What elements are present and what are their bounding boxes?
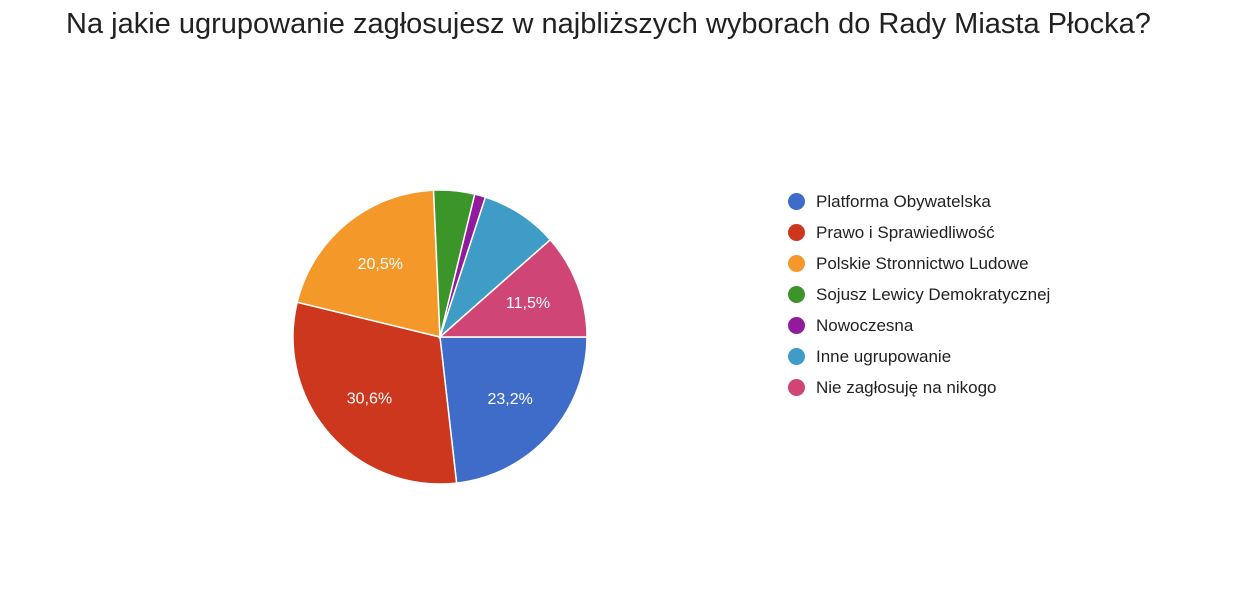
pie-value-labels: 23,2% 30,6% 20,5% 11,5% [347, 256, 550, 408]
legend-item: Sojusz Lewicy Demokratycznej [788, 279, 1050, 310]
slice-value-label: 30,6% [347, 391, 392, 408]
slice-value-label: 23,2% [488, 391, 533, 408]
pie-slice-2 [296, 189, 441, 338]
legend-label: Polskie Stronnictwo Ludowe [816, 253, 1029, 273]
legend-swatch [788, 224, 805, 241]
slice-value-label: 11,5% [506, 295, 550, 312]
pie-slice-0 [439, 336, 588, 484]
legend-swatch [788, 193, 805, 210]
legend-item: Nie zagłosuję na nikogo [788, 372, 1050, 403]
legend-swatch [788, 255, 805, 272]
legend-item: Polskie Stronnictwo Ludowe [788, 248, 1050, 279]
legend-item: Platforma Obywatelska [788, 186, 1050, 217]
pie-slices [292, 189, 588, 485]
chart-title: Na jakie ugrupowanie zagłosujesz w najbl… [66, 8, 1151, 40]
legend-label: Nowoczesna [816, 315, 914, 335]
legend-swatch [788, 286, 805, 303]
legend: Platforma Obywatelska Prawo i Sprawiedliw… [788, 186, 1050, 403]
legend-label: Platforma Obywatelska [816, 191, 991, 211]
legend-label: Prawo i Sprawiedliwość [816, 222, 995, 242]
legend-item: Inne ugrupowanie [788, 341, 1050, 372]
pie-slice-6 [438, 238, 588, 338]
legend-label: Nie zagłosuję na nikogo [816, 377, 997, 397]
legend-item: Nowoczesna [788, 310, 1050, 341]
slice-value-label: 20,5% [358, 256, 403, 273]
legend-swatch [788, 379, 805, 396]
legend-label: Inne ugrupowanie [816, 346, 952, 366]
legend-label: Sojusz Lewicy Demokratycznej [816, 284, 1051, 304]
legend-swatch [788, 317, 805, 334]
pie-slice-1 [292, 301, 458, 485]
legend-item: Prawo i Sprawiedliwość [788, 217, 1050, 248]
legend-swatch [788, 348, 805, 365]
